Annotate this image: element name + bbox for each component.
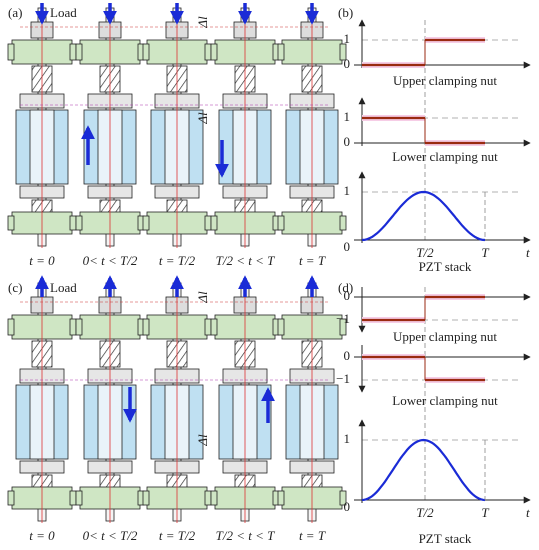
state-label: t = 0 [29, 253, 55, 268]
plot-caption: PZT stack [419, 259, 472, 274]
y-tick-label: 1 [344, 31, 351, 46]
panel-label: (b) [338, 5, 353, 20]
state-label: 0< t < T/2 [83, 528, 138, 543]
plot-caption: Upper clamping nut [393, 329, 497, 344]
state-label: t = T/2 [159, 253, 196, 268]
y-tick-label: 0 [344, 499, 351, 514]
y-tick-label: 0 [344, 239, 351, 254]
nut-flange [69, 318, 77, 336]
y-tick-label: 1 [344, 183, 351, 198]
nut-flange [277, 318, 285, 336]
state-label: t = 0 [29, 528, 55, 543]
x-tick-label: T/2 [416, 245, 434, 260]
nut-flange [142, 215, 150, 231]
delta-label: Δl [195, 16, 210, 29]
nut-flange [204, 318, 212, 336]
y-tick-label: 1 [344, 431, 351, 446]
plot-caption: PZT stack [419, 531, 472, 546]
delta-label: Δl [195, 112, 210, 125]
x-tick-label: T [481, 245, 489, 260]
y-tick-label: 0 [344, 288, 351, 303]
nut-flange [75, 215, 83, 231]
x-tick-label: T/2 [416, 505, 434, 520]
y-tick-label: 0 [344, 348, 351, 363]
x-axis-label: t [526, 245, 530, 260]
plot-caption: Lower clamping nut [392, 149, 498, 164]
nut-flange [277, 215, 285, 231]
nut-flange [7, 215, 15, 231]
state-label: t = T [299, 253, 326, 268]
nut-flange [75, 318, 83, 336]
nut-flange [7, 318, 15, 336]
panel-label: (d) [338, 280, 353, 295]
load-label: Load [50, 280, 77, 295]
y-tick-label: 0 [344, 56, 351, 71]
nut-flange [142, 490, 150, 506]
nut-flange [142, 43, 150, 61]
y-tick-label: 1 [344, 109, 351, 124]
x-tick-label: T [481, 505, 489, 520]
nut-flange [339, 43, 347, 61]
nut-flange [7, 43, 15, 61]
delta-label: Δl [195, 291, 210, 304]
load-label: Load [50, 5, 77, 20]
nut-flange [339, 215, 347, 231]
state-label: T/2 < t < T [216, 253, 275, 268]
nut-flange [75, 490, 83, 506]
nut-flange [210, 318, 218, 336]
panel-label: (c) [8, 280, 22, 295]
delta-label: Δl [195, 434, 210, 447]
state-label: 0< t < T/2 [83, 253, 138, 268]
y-tick-label: 0 [344, 134, 351, 149]
state-label: t = T/2 [159, 528, 196, 543]
mechanisms [7, 6, 347, 523]
plot-caption: Upper clamping nut [393, 73, 497, 88]
panel-label: (a) [8, 5, 22, 20]
y-tick-label: −1 [336, 371, 350, 386]
pzt-curve [361, 190, 486, 242]
nut-flange [69, 490, 77, 506]
nut-flange [210, 215, 218, 231]
state-label: t = T [299, 528, 326, 543]
state-label: T/2 < t < T [216, 528, 275, 543]
nut-flange [7, 490, 15, 506]
plot-caption: Lower clamping nut [392, 393, 498, 408]
y-tick-label: −1 [336, 311, 350, 326]
pzt-curve [361, 438, 486, 502]
nut-flange [69, 215, 77, 231]
nut-flange [339, 490, 347, 506]
x-axis-label: t [526, 505, 530, 520]
nut-flange [204, 215, 212, 231]
nut-flange [277, 43, 285, 61]
nut-flange [277, 490, 285, 506]
nut-flange [142, 318, 150, 336]
nut-flange [75, 43, 83, 61]
nut-flange [204, 490, 212, 506]
nut-flange [204, 43, 212, 61]
nut-flange [339, 318, 347, 336]
nut-flange [210, 43, 218, 61]
nut-flange [69, 43, 77, 61]
nut-flange [210, 490, 218, 506]
